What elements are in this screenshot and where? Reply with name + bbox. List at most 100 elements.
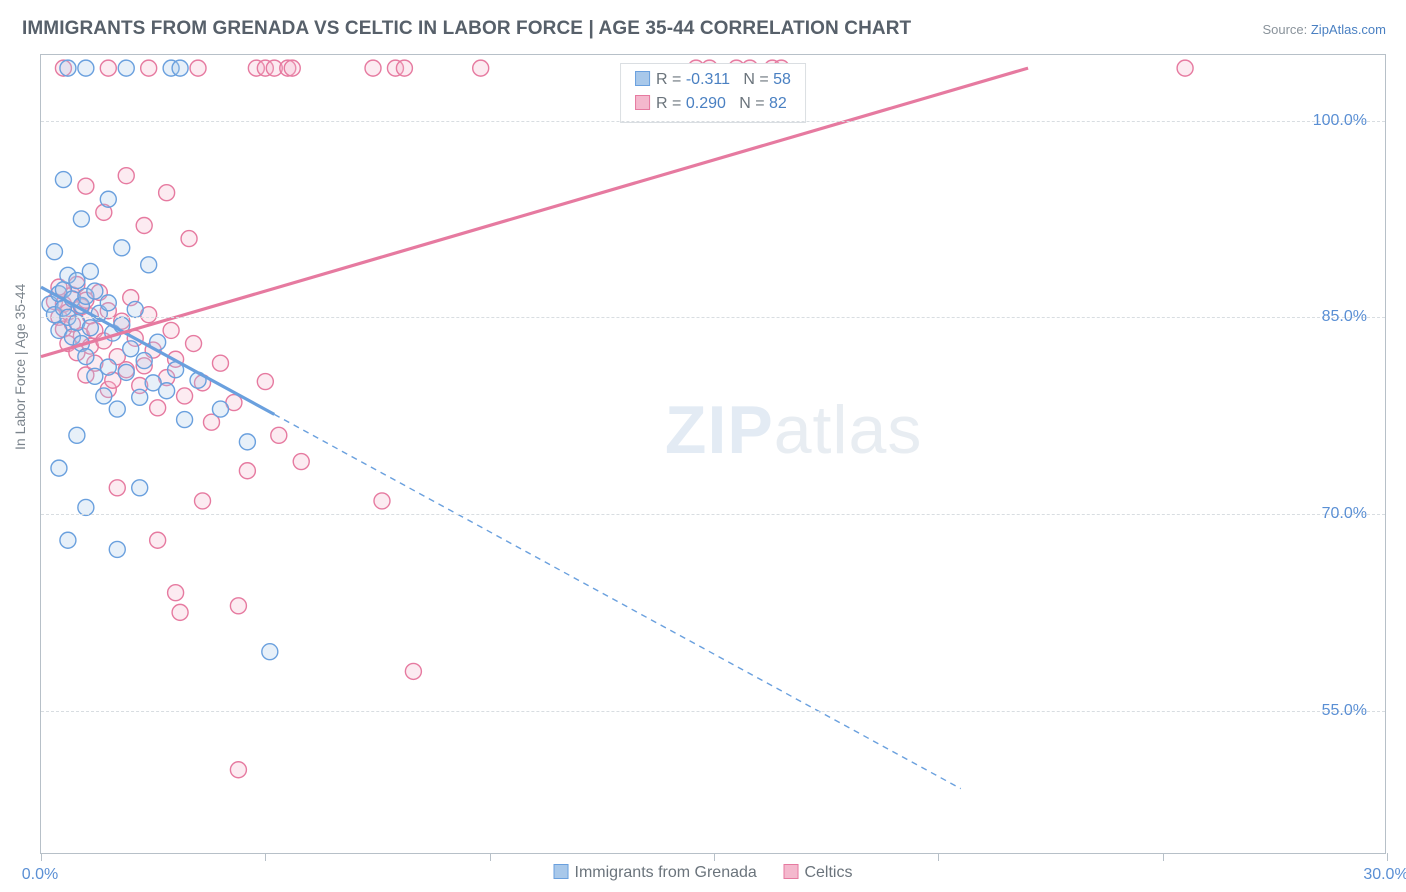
- source-prefix: Source:: [1262, 22, 1310, 37]
- x-tick: [938, 853, 939, 861]
- scatter-point: [114, 240, 130, 256]
- legend-series-label: Immigrants from Grenada: [575, 864, 757, 881]
- legend-n-label: N =: [726, 95, 769, 112]
- scatter-point: [141, 60, 157, 76]
- scatter-point: [239, 434, 255, 450]
- x-tick: [1387, 853, 1388, 861]
- gridline: [41, 317, 1385, 318]
- scatter-point: [230, 762, 246, 778]
- legend-series-label: Celtics: [804, 864, 852, 881]
- scatter-point: [118, 364, 134, 380]
- series-legend: Immigrants from Grenada Celtics: [554, 864, 853, 882]
- scatter-point: [132, 389, 148, 405]
- scatter-point: [181, 231, 197, 247]
- scatter-point: [177, 412, 193, 428]
- scatter-point: [55, 172, 71, 188]
- legend-row: R = 0.290 N = 82: [635, 92, 791, 116]
- y-tick-label: 55.0%: [1322, 702, 1367, 720]
- scatter-point: [87, 283, 103, 299]
- gridline: [41, 711, 1385, 712]
- x-tick: [490, 853, 491, 861]
- legend-r-label: R =: [656, 95, 686, 112]
- legend-n-value: 82: [769, 95, 787, 112]
- scatter-point: [168, 585, 184, 601]
- source-link[interactable]: ZipAtlas.com: [1311, 22, 1386, 37]
- y-tick-label: 85.0%: [1322, 308, 1367, 326]
- scatter-point: [136, 353, 152, 369]
- scatter-point: [60, 532, 76, 548]
- x-tick: [41, 853, 42, 861]
- scatter-point: [190, 60, 206, 76]
- legend-swatch: [554, 864, 569, 879]
- legend-r-value: -0.311: [686, 71, 730, 88]
- x-tick: [714, 853, 715, 861]
- scatter-point: [127, 301, 143, 317]
- scatter-point: [109, 480, 125, 496]
- x-tick-label: 0.0%: [22, 866, 58, 884]
- scatter-point: [60, 60, 76, 76]
- x-tick: [265, 853, 266, 861]
- scatter-point: [257, 374, 273, 390]
- scatter-point: [396, 60, 412, 76]
- x-tick-label: 30.0%: [1363, 866, 1406, 884]
- scatter-point: [159, 383, 175, 399]
- scatter-point: [163, 322, 179, 338]
- scatter-point: [123, 341, 139, 357]
- legend-swatch: [783, 864, 798, 879]
- scatter-point: [78, 60, 94, 76]
- scatter-point: [212, 401, 228, 417]
- x-tick: [1163, 853, 1164, 861]
- scatter-point: [293, 454, 309, 470]
- scatter-point: [136, 217, 152, 233]
- plot-area: ZIPatlas R = -0.311 N = 58R = 0.290 N = …: [40, 54, 1386, 854]
- scatter-point: [150, 532, 166, 548]
- legend-r-label: R =: [656, 71, 686, 88]
- scatter-point: [109, 401, 125, 417]
- scatter-point: [46, 244, 62, 260]
- chart-container: IMMIGRANTS FROM GRENADA VS CELTIC IN LAB…: [0, 0, 1406, 892]
- gridline: [41, 121, 1385, 122]
- scatter-point: [262, 644, 278, 660]
- scatter-point: [172, 60, 188, 76]
- scatter-point: [141, 257, 157, 273]
- correlation-legend: R = -0.311 N = 58R = 0.290 N = 82: [620, 63, 806, 123]
- legend-n-label: N =: [730, 71, 773, 88]
- scatter-point: [159, 185, 175, 201]
- scatter-point: [100, 191, 116, 207]
- chart-svg: [41, 55, 1385, 853]
- scatter-point: [73, 211, 89, 227]
- scatter-point: [100, 359, 116, 375]
- legend-swatch: [635, 71, 650, 86]
- scatter-point: [365, 60, 381, 76]
- scatter-point: [239, 463, 255, 479]
- scatter-point: [96, 388, 112, 404]
- legend-n-value: 58: [773, 71, 791, 88]
- scatter-point: [82, 263, 98, 279]
- scatter-point: [212, 355, 228, 371]
- scatter-point: [82, 320, 98, 336]
- scatter-point: [118, 60, 134, 76]
- scatter-point: [195, 493, 211, 509]
- scatter-point: [150, 400, 166, 416]
- y-tick-label: 100.0%: [1313, 112, 1367, 130]
- scatter-point: [1177, 60, 1193, 76]
- scatter-point: [132, 480, 148, 496]
- scatter-point: [374, 493, 390, 509]
- scatter-point: [186, 336, 202, 352]
- scatter-point: [473, 60, 489, 76]
- scatter-point: [100, 60, 116, 76]
- scatter-point: [230, 598, 246, 614]
- scatter-point: [51, 460, 67, 476]
- trend-line-extrapolated: [274, 414, 960, 788]
- chart-title: IMMIGRANTS FROM GRENADA VS CELTIC IN LAB…: [22, 18, 911, 40]
- scatter-point: [405, 663, 421, 679]
- scatter-point: [172, 604, 188, 620]
- legend-swatch: [635, 95, 650, 110]
- scatter-point: [109, 541, 125, 557]
- legend-r-value: 0.290: [686, 95, 726, 112]
- gridline: [41, 514, 1385, 515]
- source-attribution: Source: ZipAtlas.com: [1262, 22, 1386, 37]
- y-tick-label: 70.0%: [1322, 505, 1367, 523]
- scatter-point: [69, 427, 85, 443]
- legend-row: R = -0.311 N = 58: [635, 68, 791, 92]
